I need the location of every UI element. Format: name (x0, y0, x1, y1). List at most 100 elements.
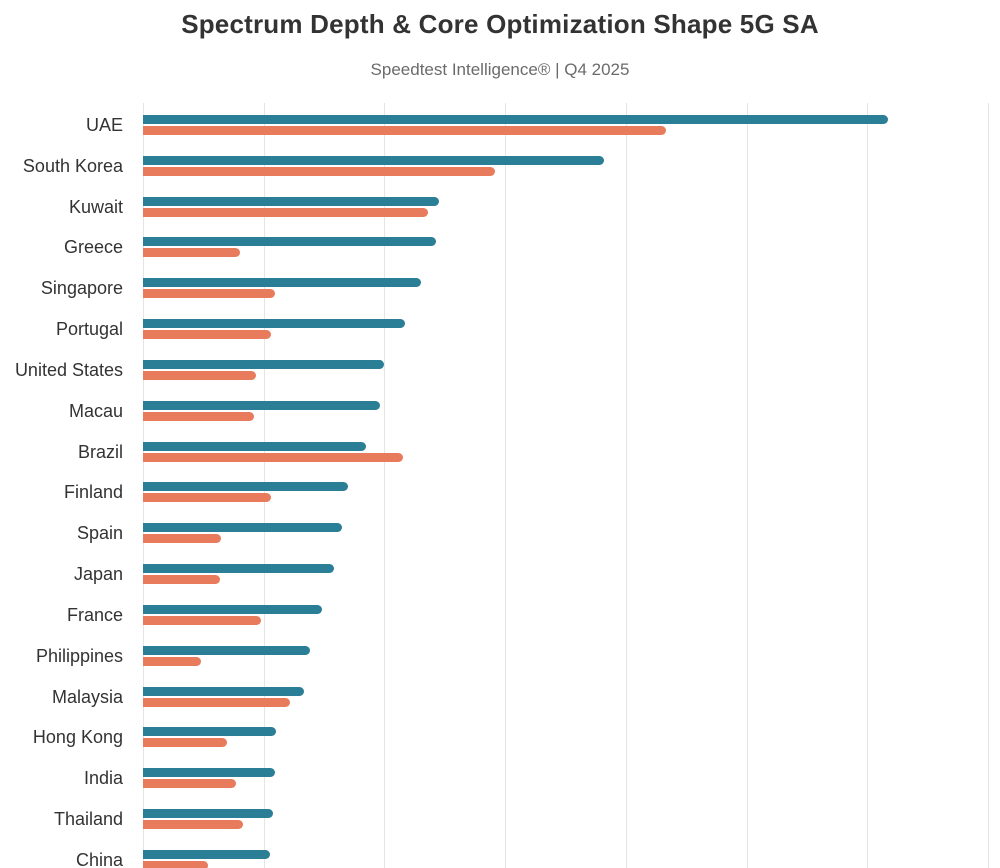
bar-group (143, 359, 1000, 380)
bar-orange-series (143, 330, 271, 340)
bar-teal-series (143, 400, 380, 410)
chart-row: Kuwait (0, 185, 1000, 226)
category-label: UAE (85, 115, 123, 135)
chart-row: United States (0, 348, 1000, 389)
chart-row: China (0, 838, 1000, 868)
category-label: India (83, 768, 123, 789)
bar-teal-series (143, 155, 605, 165)
bar-group (143, 849, 1000, 868)
chart-row: Japan (0, 552, 1000, 593)
category-label: Malaysia (51, 686, 123, 707)
bar-teal-series (143, 686, 304, 696)
bar-group (143, 686, 1000, 707)
chart-row: Singapore (0, 266, 1000, 307)
bar-group (143, 196, 1000, 217)
bar-orange-series (143, 248, 240, 258)
bar-group (143, 727, 1000, 748)
chart-row: Thailand (0, 797, 1000, 838)
chart-rows: UAE South Korea Kuwait Greece Singapore Portu… (0, 103, 1000, 868)
bar-teal-series (143, 196, 439, 206)
bar-orange-series (143, 411, 255, 421)
category-label: Hong Kong (32, 727, 123, 748)
bar-orange-series (143, 126, 666, 135)
bar-teal-series (143, 278, 421, 288)
bar-teal-series (143, 849, 270, 859)
category-label: Spain (76, 523, 123, 544)
bar-group (143, 809, 1000, 830)
bar-orange-series (143, 820, 244, 830)
category-label: Thailand (53, 809, 123, 830)
chart-row: Brazil (0, 430, 1000, 471)
bar-teal-series (143, 441, 367, 451)
bar-group (143, 523, 1000, 544)
chart-row: Greece (0, 225, 1000, 266)
chart-row: Portugal (0, 307, 1000, 348)
bar-group (143, 319, 1000, 340)
bar-teal-series (143, 359, 385, 369)
category-label: South Korea (22, 155, 123, 176)
category-label: Macau (68, 400, 123, 421)
category-label: Portugal (55, 319, 123, 340)
category-label: Philippines (35, 645, 123, 666)
bar-group (143, 278, 1000, 299)
chart-row: UAE (0, 103, 1000, 144)
bar-teal-series (143, 319, 405, 329)
bar-group (143, 400, 1000, 421)
chart-row: France (0, 593, 1000, 634)
bar-group (143, 441, 1000, 462)
bar-chart: UAE South Korea Kuwait Greece Singapore Portu… (0, 103, 1000, 868)
bar-teal-series (143, 604, 322, 614)
chart-row: Philippines (0, 634, 1000, 675)
bar-teal-series (143, 523, 343, 533)
bar-orange-series (143, 207, 428, 217)
category-label: China (75, 849, 123, 868)
bar-group (143, 155, 1000, 176)
bar-orange-series (143, 166, 496, 176)
bar-teal-series (143, 237, 437, 247)
category-label: Japan (73, 564, 123, 585)
bar-group (143, 604, 1000, 625)
bar-teal-series (143, 768, 275, 778)
category-label: Greece (63, 237, 123, 258)
bar-teal-series (143, 564, 334, 574)
bar-orange-series (143, 370, 257, 380)
bar-orange-series (143, 493, 271, 503)
bar-group (143, 564, 1000, 585)
bar-group (143, 645, 1000, 666)
category-label: Brazil (77, 441, 123, 462)
chart-title: Spectrum Depth & Core Optimization Shape… (181, 9, 819, 39)
bar-orange-series (143, 656, 201, 666)
category-label: Kuwait (68, 196, 123, 217)
chart-row: Finland (0, 470, 1000, 511)
chart-row: South Korea (0, 144, 1000, 185)
bar-group (143, 768, 1000, 789)
bar-orange-series (143, 289, 275, 299)
bar-teal-series (143, 482, 349, 492)
bar-teal-series (143, 645, 310, 655)
bar-orange-series (143, 697, 291, 707)
bar-orange-series (143, 452, 403, 462)
chart-row: Malaysia (0, 675, 1000, 716)
bar-orange-series (143, 738, 228, 748)
bar-orange-series (143, 534, 222, 544)
chart-row: Spain (0, 511, 1000, 552)
category-label: Finland (63, 482, 123, 503)
bar-group (143, 482, 1000, 503)
chart-row: Hong Kong (0, 715, 1000, 756)
bar-teal-series (143, 809, 274, 819)
bar-orange-series (143, 615, 262, 625)
bar-teal-series (143, 727, 276, 737)
chart-row: Macau (0, 389, 1000, 430)
bar-group (143, 237, 1000, 258)
bar-group (143, 115, 1000, 135)
chart-subtitle: Speedtest Intelligence® | Q4 2025 (370, 60, 630, 79)
bar-orange-series (143, 860, 209, 868)
bar-orange-series (143, 779, 236, 789)
category-label: Singapore (40, 278, 123, 299)
category-label: France (66, 604, 123, 625)
chart-row: India (0, 756, 1000, 797)
bar-teal-series (143, 115, 888, 124)
category-label: United States (14, 359, 123, 380)
bar-orange-series (143, 575, 221, 585)
